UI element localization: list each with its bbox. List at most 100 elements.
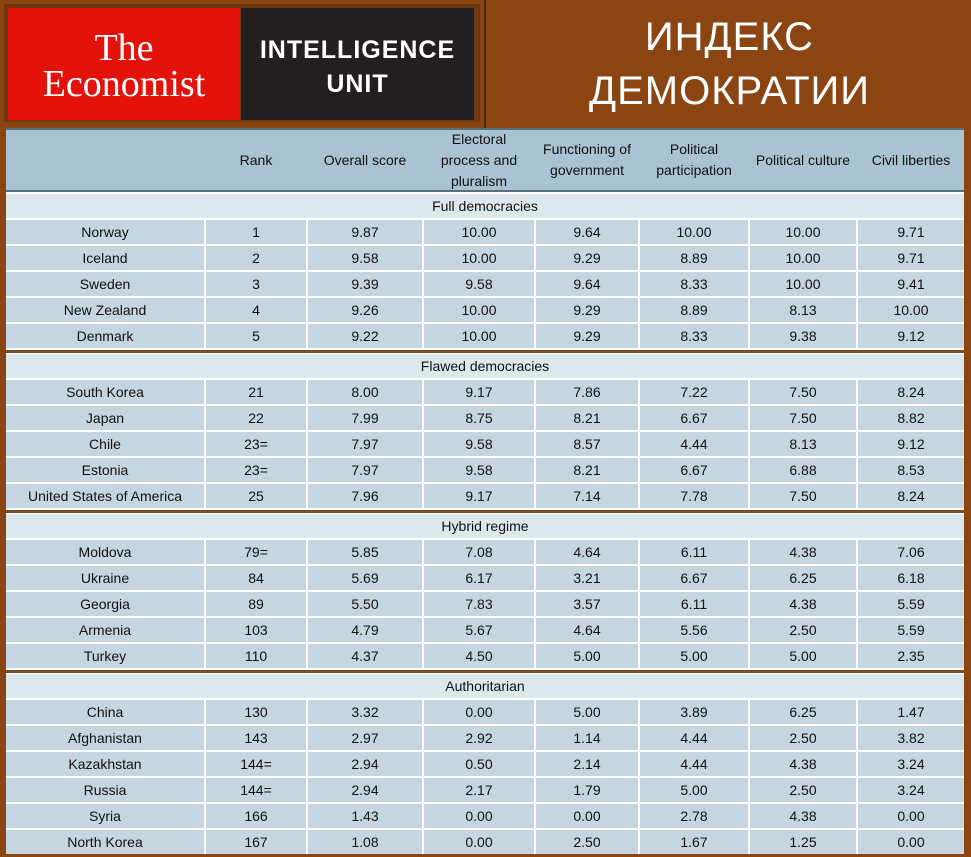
country-cell: Norway: [6, 220, 204, 244]
table-row: Kazakhstan 144= 2.94 0.50 2.14 4.44 4.38 3.24: [6, 752, 964, 776]
country-cell: Georgia: [6, 592, 204, 616]
page-title: ИНДЕКС ДЕМОКРАТИИ: [488, 0, 971, 128]
value-cell: 2.35: [858, 644, 964, 668]
value-cell: 4.44: [640, 432, 748, 456]
value-cell: 1.79: [536, 778, 638, 802]
value-cell: 7.83: [424, 592, 534, 616]
table-row: Sweden 3 9.39 9.58 9.64 8.33 10.00 9.41: [6, 272, 964, 296]
value-cell: 5.56: [640, 618, 748, 642]
value-cell: 0.50: [424, 752, 534, 776]
table-row: Japan 22 7.99 8.75 8.21 6.67 7.50 8.82: [6, 406, 964, 430]
value-cell: 2: [206, 246, 306, 270]
table-row: New Zealand 4 9.26 10.00 9.29 8.89 8.13 10.00: [6, 298, 964, 322]
column-header-label: Functioning of government: [543, 141, 631, 178]
value-cell: 10.00: [858, 298, 964, 322]
table-row: China 130 3.32 0.00 5.00 3.89 6.25 1.47: [6, 700, 964, 724]
title-line-1: ИНДЕКС: [644, 15, 815, 59]
table-row: Norway 1 9.87 10.00 9.64 10.00 10.00 9.71: [6, 220, 964, 244]
column-header-label: Overall score: [323, 151, 407, 168]
table-row: Ukraine 84 5.69 6.17 3.21 6.67 6.25 6.18: [6, 566, 964, 590]
value-cell: 2.94: [308, 778, 422, 802]
value-cell: 5.00: [640, 644, 748, 668]
value-cell: 6.67: [640, 458, 748, 482]
column-header-label: Political culture: [755, 151, 851, 168]
country-cell: Russia: [6, 778, 204, 802]
column-header: Civil liberties: [858, 130, 964, 190]
table-header-row: Rank Overall score Electoral process and p…: [6, 128, 964, 192]
value-cell: 4.64: [536, 540, 638, 564]
country-cell: Japan: [6, 406, 204, 430]
unit-line-2: UNIT: [326, 70, 389, 98]
value-cell: 7.78: [640, 484, 748, 508]
value-cell: 9.29: [536, 324, 638, 348]
value-cell: 84: [206, 566, 306, 590]
value-cell: 3.32: [308, 700, 422, 724]
country-cell: North Korea: [6, 830, 204, 854]
value-cell: 9.58: [308, 246, 422, 270]
country-cell: Turkey: [6, 644, 204, 668]
value-cell: 9.22: [308, 324, 422, 348]
table-row: Afghanistan 143 2.97 2.92 1.14 4.44 2.50 3.82: [6, 726, 964, 750]
value-cell: 1.67: [640, 830, 748, 854]
value-cell: 7.50: [750, 380, 856, 404]
value-cell: 5.67: [424, 618, 534, 642]
value-cell: 3.57: [536, 592, 638, 616]
value-cell: 9.17: [424, 380, 534, 404]
country-cell: Sweden: [6, 272, 204, 296]
value-cell: 6.25: [750, 700, 856, 724]
value-cell: 2.78: [640, 804, 748, 828]
value-cell: 7.08: [424, 540, 534, 564]
value-cell: 0.00: [858, 804, 964, 828]
value-cell: 9.12: [858, 432, 964, 456]
value-cell: 4.38: [750, 540, 856, 564]
value-cell: 7.96: [308, 484, 422, 508]
value-cell: 5: [206, 324, 306, 348]
value-cell: 3.24: [858, 778, 964, 802]
value-cell: 9.29: [536, 246, 638, 270]
title-line-2: ДЕМОКРАТИИ: [589, 69, 870, 113]
value-cell: 9.71: [858, 220, 964, 244]
table-row: Chile 23= 7.97 9.58 8.57 4.44 8.13 9.12: [6, 432, 964, 456]
value-cell: 9.58: [424, 272, 534, 296]
value-cell: 8.53: [858, 458, 964, 482]
value-cell: 4.38: [750, 804, 856, 828]
table-row: United States of America 25 7.96 9.17 7.14 7.…: [6, 484, 964, 508]
value-cell: 10.00: [424, 298, 534, 322]
country-cell: Moldova: [6, 540, 204, 564]
value-cell: 21: [206, 380, 306, 404]
country-cell: Ukraine: [6, 566, 204, 590]
value-cell: 103: [206, 618, 306, 642]
value-cell: 5.59: [858, 618, 964, 642]
value-cell: 7.06: [858, 540, 964, 564]
table-row: North Korea 167 1.08 0.00 2.50 1.67 1.25 0.00: [6, 830, 964, 854]
value-cell: 9.41: [858, 272, 964, 296]
country-cell: Armenia: [6, 618, 204, 642]
value-cell: 5.00: [536, 644, 638, 668]
value-cell: 5.00: [640, 778, 748, 802]
value-cell: 6.88: [750, 458, 856, 482]
economist-logo: The Economist: [8, 8, 240, 120]
intelligence-unit-logo: INTELLIGENCE UNIT: [241, 8, 474, 120]
value-cell: 9.71: [858, 246, 964, 270]
value-cell: 3.21: [536, 566, 638, 590]
value-cell: 2.50: [750, 618, 856, 642]
value-cell: 8.75: [424, 406, 534, 430]
value-cell: 5.59: [858, 592, 964, 616]
header: The Economist INTELLIGENCE UNIT ИНДЕКС Д…: [0, 0, 971, 128]
value-cell: 25: [206, 484, 306, 508]
column-header-label: Electoral process and pluralism: [440, 130, 518, 189]
value-cell: 8.57: [536, 432, 638, 456]
value-cell: 4.64: [536, 618, 638, 642]
value-cell: 9.26: [308, 298, 422, 322]
table-row: Russia 144= 2.94 2.17 1.79 5.00 2.50 3.24: [6, 778, 964, 802]
value-cell: 6.18: [858, 566, 964, 590]
country-cell: Kazakhstan: [6, 752, 204, 776]
value-cell: 7.99: [308, 406, 422, 430]
value-cell: 10.00: [750, 272, 856, 296]
section-header: Flawed democracies: [6, 354, 964, 378]
value-cell: 6.25: [750, 566, 856, 590]
value-cell: 2.97: [308, 726, 422, 750]
value-cell: 5.00: [750, 644, 856, 668]
value-cell: 2.94: [308, 752, 422, 776]
value-cell: 7.86: [536, 380, 638, 404]
